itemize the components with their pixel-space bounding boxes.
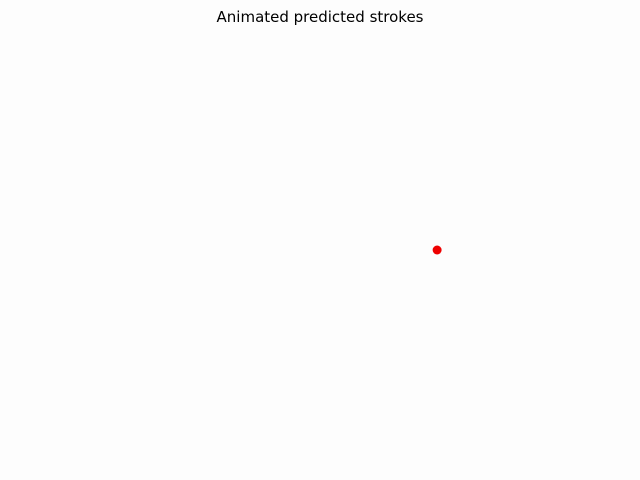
scatter-point (432, 245, 442, 255)
chart-title: Animated predicted strokes (216, 8, 424, 26)
